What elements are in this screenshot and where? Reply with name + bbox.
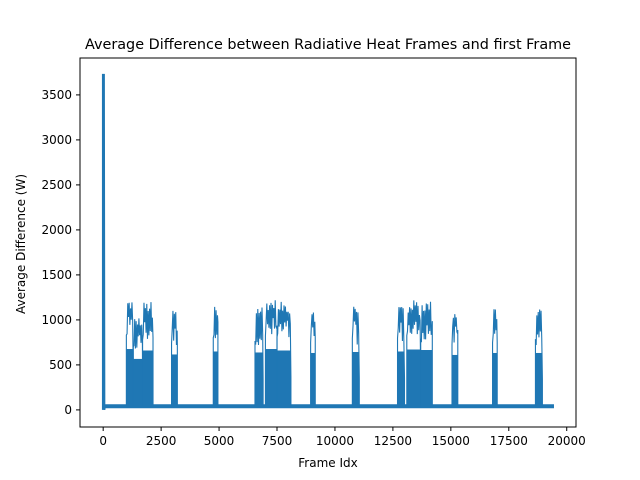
series-burst-body <box>213 351 218 407</box>
y-tick-label: 2000 <box>41 223 72 237</box>
axes-frame <box>79 57 577 428</box>
series-burst-body <box>133 358 143 407</box>
x-tick-label: 5000 <box>204 434 235 448</box>
y-tick-label: 2500 <box>41 178 72 192</box>
series-burst-body <box>171 354 178 407</box>
x-axis-label: Frame Idx <box>298 456 357 470</box>
y-tick-label: 1000 <box>41 313 72 327</box>
series-line <box>101 73 554 411</box>
x-tick-label: 15000 <box>432 434 470 448</box>
series-burst-body <box>492 352 498 407</box>
series-burst <box>351 306 360 407</box>
y-tick-label: 3500 <box>41 88 72 102</box>
series-burst-body <box>265 349 278 407</box>
series-burst-body <box>535 352 543 407</box>
series-burst <box>212 306 219 407</box>
series-burst <box>276 301 292 407</box>
series-burst-body <box>420 350 433 407</box>
series-burst-body <box>406 349 421 407</box>
series-burst-body <box>397 351 405 407</box>
y-tick-label: 3000 <box>41 133 72 147</box>
series-burst-body <box>352 351 360 407</box>
series-burst <box>142 302 154 407</box>
x-tick-label: 12500 <box>374 434 412 448</box>
axes: 0 2500 5000 7500 10000 12500 15000 17500 20000 0 5… <box>41 57 586 448</box>
series-initial-spike <box>101 73 106 411</box>
y-tick-label: 500 <box>49 358 72 372</box>
chart-title: Average Difference between Radiative Hea… <box>85 37 571 53</box>
x-tick-label: 2500 <box>146 434 177 448</box>
series-burst <box>125 302 134 407</box>
x-tick-label: 10000 <box>316 434 354 448</box>
series-burst-body <box>310 352 316 407</box>
x-tick-label: 20000 <box>548 434 586 448</box>
series-burst-body <box>277 350 291 407</box>
series-burst-body <box>254 352 264 407</box>
series-burst <box>492 309 498 407</box>
series-burst <box>406 300 422 407</box>
series-burst <box>451 314 459 407</box>
series-burst <box>534 309 543 407</box>
y-axis-label: Average Difference (W) <box>14 174 28 314</box>
y-tick-label: 1500 <box>41 268 72 282</box>
series-burst <box>264 300 278 407</box>
series-burst <box>171 310 178 407</box>
series-burst <box>396 307 406 407</box>
series-burst-body <box>452 354 458 407</box>
x-tick-label: 17500 <box>490 434 528 448</box>
series-burst-body <box>126 349 134 407</box>
series-burst <box>132 318 144 407</box>
series-burst <box>254 307 264 407</box>
x-tick-label: 0 <box>99 434 107 448</box>
series-burst-body <box>142 350 154 407</box>
series-burst <box>420 301 433 407</box>
x-tick-label: 7500 <box>262 434 293 448</box>
series-burst <box>310 312 316 407</box>
plot-area <box>101 73 554 411</box>
y-tick-label: 0 <box>64 403 72 417</box>
